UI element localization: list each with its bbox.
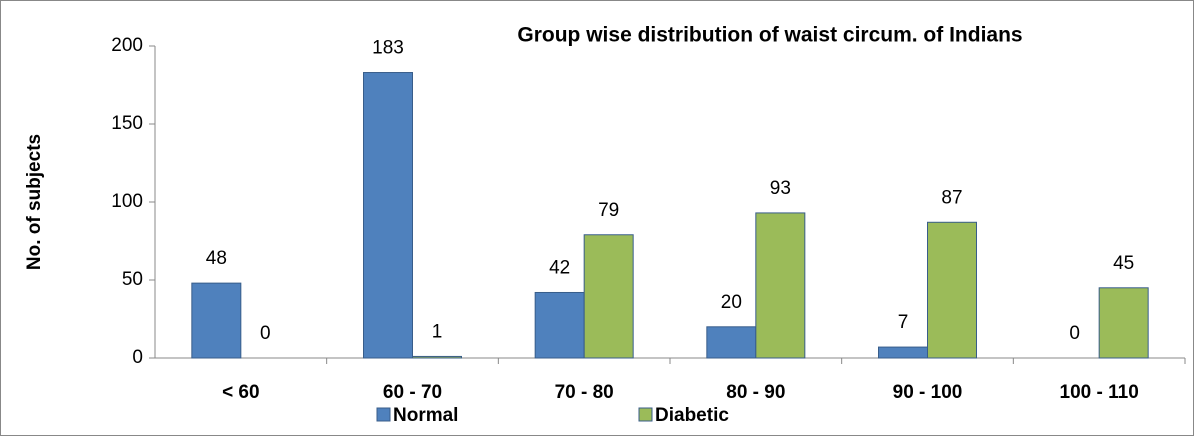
data-label: 183 xyxy=(372,38,404,59)
data-label: 45 xyxy=(1113,253,1134,274)
data-label: 0 xyxy=(1069,323,1080,344)
data-label: 87 xyxy=(941,187,962,208)
data-label: 48 xyxy=(206,248,227,269)
x-tick-label: 60 - 70 xyxy=(383,382,442,403)
legend-swatch xyxy=(638,407,653,422)
y-tick-label: 0 xyxy=(132,347,143,368)
bar xyxy=(412,355,462,359)
x-tick-label: 100 - 110 xyxy=(1060,382,1139,403)
bar xyxy=(534,291,585,359)
bar xyxy=(191,282,242,359)
data-label: 7 xyxy=(898,312,909,333)
x-tick-label: 70 - 80 xyxy=(555,382,614,403)
bar xyxy=(706,326,757,359)
y-axis-label: No. of subjects xyxy=(24,134,45,270)
data-label: 1 xyxy=(432,321,443,342)
legend-label: Normal xyxy=(393,405,458,426)
legend-swatch xyxy=(376,407,391,422)
y-tick-label: 100 xyxy=(111,191,143,212)
data-label: 0 xyxy=(260,323,271,344)
x-tick-label: 90 - 100 xyxy=(893,382,963,403)
y-tick-label: 200 xyxy=(111,35,143,56)
data-label: 93 xyxy=(770,178,791,199)
bar xyxy=(583,234,634,359)
x-tick-label: < 60 xyxy=(222,382,260,403)
data-label: 20 xyxy=(721,292,742,313)
chart-title: Group wise distribution of waist circum.… xyxy=(517,24,1022,47)
x-tick-label: 80 - 90 xyxy=(726,382,785,403)
data-label: 79 xyxy=(598,200,619,221)
bar xyxy=(755,212,806,359)
legend-label: Diabetic xyxy=(655,405,729,426)
bar xyxy=(1098,287,1149,359)
bar xyxy=(363,72,413,359)
y-tick-label: 50 xyxy=(122,269,143,290)
bar xyxy=(878,346,928,359)
y-tick-label: 150 xyxy=(111,113,143,134)
data-label: 42 xyxy=(549,257,570,278)
bar xyxy=(927,221,977,359)
